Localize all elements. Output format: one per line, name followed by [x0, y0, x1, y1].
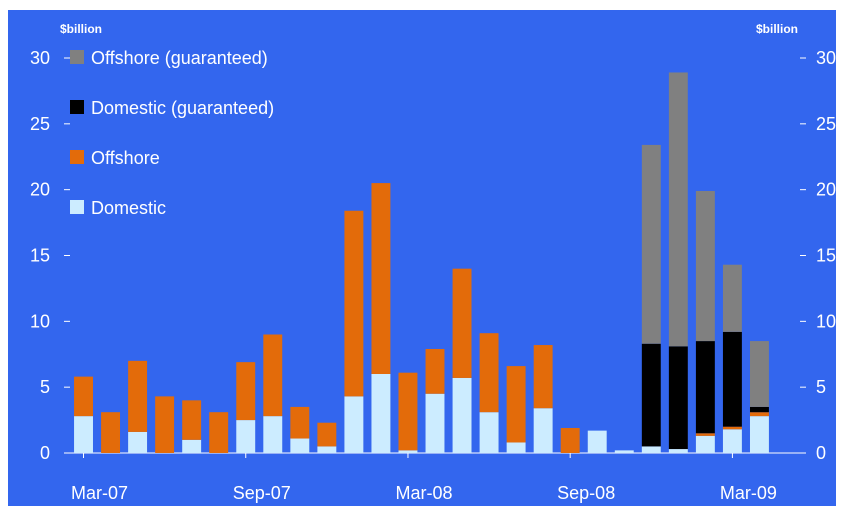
bar-segment-domestic: [749, 416, 769, 453]
x-tick-label: Sep-07: [233, 483, 291, 503]
bar-segment-domestic-guaranteed: [722, 331, 742, 427]
right-axis-unit-label: $billion: [756, 22, 798, 36]
bar-segment-offshore: [749, 412, 769, 417]
bar-segment-domestic: [452, 377, 472, 453]
axes: 0 0 5 5 10 10 15 15 20 20 25 25 30 30 Mar-07 Sep-07 Mar-…: [30, 48, 836, 503]
bar-segment-offshore: [101, 412, 121, 453]
bar-segment-domestic: [587, 430, 607, 453]
x-tick-label: Sep-08: [557, 483, 615, 503]
legend: Offshore (guaranteed) Domestic (guarantee…: [70, 48, 274, 218]
legend-swatch: [70, 150, 84, 164]
bar-segment-offshore: [155, 396, 175, 453]
bar-segment-offshore-guaranteed: [695, 190, 715, 342]
legend-swatch: [70, 100, 84, 114]
bar-segment-offshore: [290, 406, 310, 439]
bar-segment-domestic: [263, 416, 283, 453]
bar-segment-domestic: [398, 450, 418, 453]
left-axis-unit-label: $billion: [60, 22, 102, 36]
y-tick-label-right: 10: [816, 311, 836, 331]
bar-segment-domestic-guaranteed: [695, 341, 715, 434]
legend-label: Offshore: [91, 148, 160, 168]
bar-segment-domestic: [533, 408, 553, 453]
y-tick-label-right: 20: [816, 180, 836, 200]
legend-swatch: [70, 200, 84, 214]
bar-segment-offshore: [236, 362, 256, 421]
bar-segment-domestic: [722, 429, 742, 453]
bar-segment-offshore: [263, 334, 283, 417]
bar-segment-domestic: [641, 446, 661, 453]
legend-label: Offshore (guaranteed): [91, 48, 268, 68]
bar-segment-domestic: [425, 393, 445, 453]
y-tick-label-right: 0: [816, 443, 826, 463]
bar-segment-offshore: [128, 360, 148, 432]
bar-segment-offshore: [695, 433, 715, 436]
bar-segment-offshore: [182, 400, 202, 440]
bar-segment-domestic-guaranteed: [641, 343, 661, 447]
bar-segment-offshore: [425, 348, 445, 394]
bar-segment-domestic-guaranteed: [668, 346, 688, 450]
bar-segment-offshore: [722, 426, 742, 430]
bar-segment-offshore: [74, 376, 93, 417]
bar-segment-domestic-guaranteed: [749, 406, 769, 413]
legend-label: Domestic (guaranteed): [91, 98, 274, 118]
bar-segment-domestic: [479, 412, 499, 453]
y-tick-label-left: 20: [30, 180, 50, 200]
legend-label: Domestic: [91, 198, 166, 218]
bar-segment-domestic: [128, 431, 148, 453]
x-tick-label: Mar-07: [71, 483, 128, 503]
bar-segment-offshore: [317, 422, 337, 447]
y-tick-label-left: 5: [40, 377, 50, 397]
bar-segment-offshore: [479, 333, 499, 413]
bar-segment-domestic: [74, 416, 93, 453]
bar-segment-domestic: [290, 438, 310, 453]
y-tick-label-left: 10: [30, 311, 50, 331]
x-tick-label: Mar-08: [395, 483, 452, 503]
x-tick-label: Mar-09: [720, 483, 777, 503]
bar-segment-domestic: [506, 442, 526, 453]
y-tick-label-right: 15: [816, 246, 836, 266]
bar-segment-offshore-guaranteed: [641, 144, 661, 344]
y-tick-label-left: 15: [30, 246, 50, 266]
y-tick-label-left: 30: [30, 48, 50, 68]
bar-segment-offshore: [452, 268, 472, 378]
y-tick-label-right: 25: [816, 114, 836, 134]
bar-segment-offshore: [560, 427, 580, 453]
bar-segment-offshore-guaranteed: [668, 72, 688, 347]
bar-segment-offshore-guaranteed: [749, 341, 769, 407]
bar-segment-domestic: [344, 396, 364, 453]
bar-segment-offshore: [344, 210, 364, 397]
y-tick-label-left: 25: [30, 114, 50, 134]
bar-segment-domestic: [614, 450, 634, 453]
bars: [74, 72, 769, 453]
bar-segment-offshore: [506, 366, 526, 443]
bar-segment-domestic: [695, 435, 715, 453]
bar-segment-domestic: [317, 446, 337, 453]
bar-segment-domestic: [182, 439, 202, 453]
bar-segment-offshore: [209, 412, 229, 453]
y-tick-label-right: 30: [816, 48, 836, 68]
bar-segment-offshore: [371, 183, 391, 374]
bar-segment-offshore: [398, 372, 418, 451]
bar-segment-offshore: [533, 345, 553, 409]
legend-swatch: [70, 50, 84, 64]
y-tick-label-right: 5: [816, 377, 826, 397]
bar-segment-offshore-guaranteed: [722, 264, 742, 332]
bar-segment-domestic: [668, 449, 688, 453]
bar-segment-domestic: [371, 374, 391, 453]
y-tick-label-left: 0: [40, 443, 50, 463]
bar-segment-domestic: [236, 420, 256, 453]
